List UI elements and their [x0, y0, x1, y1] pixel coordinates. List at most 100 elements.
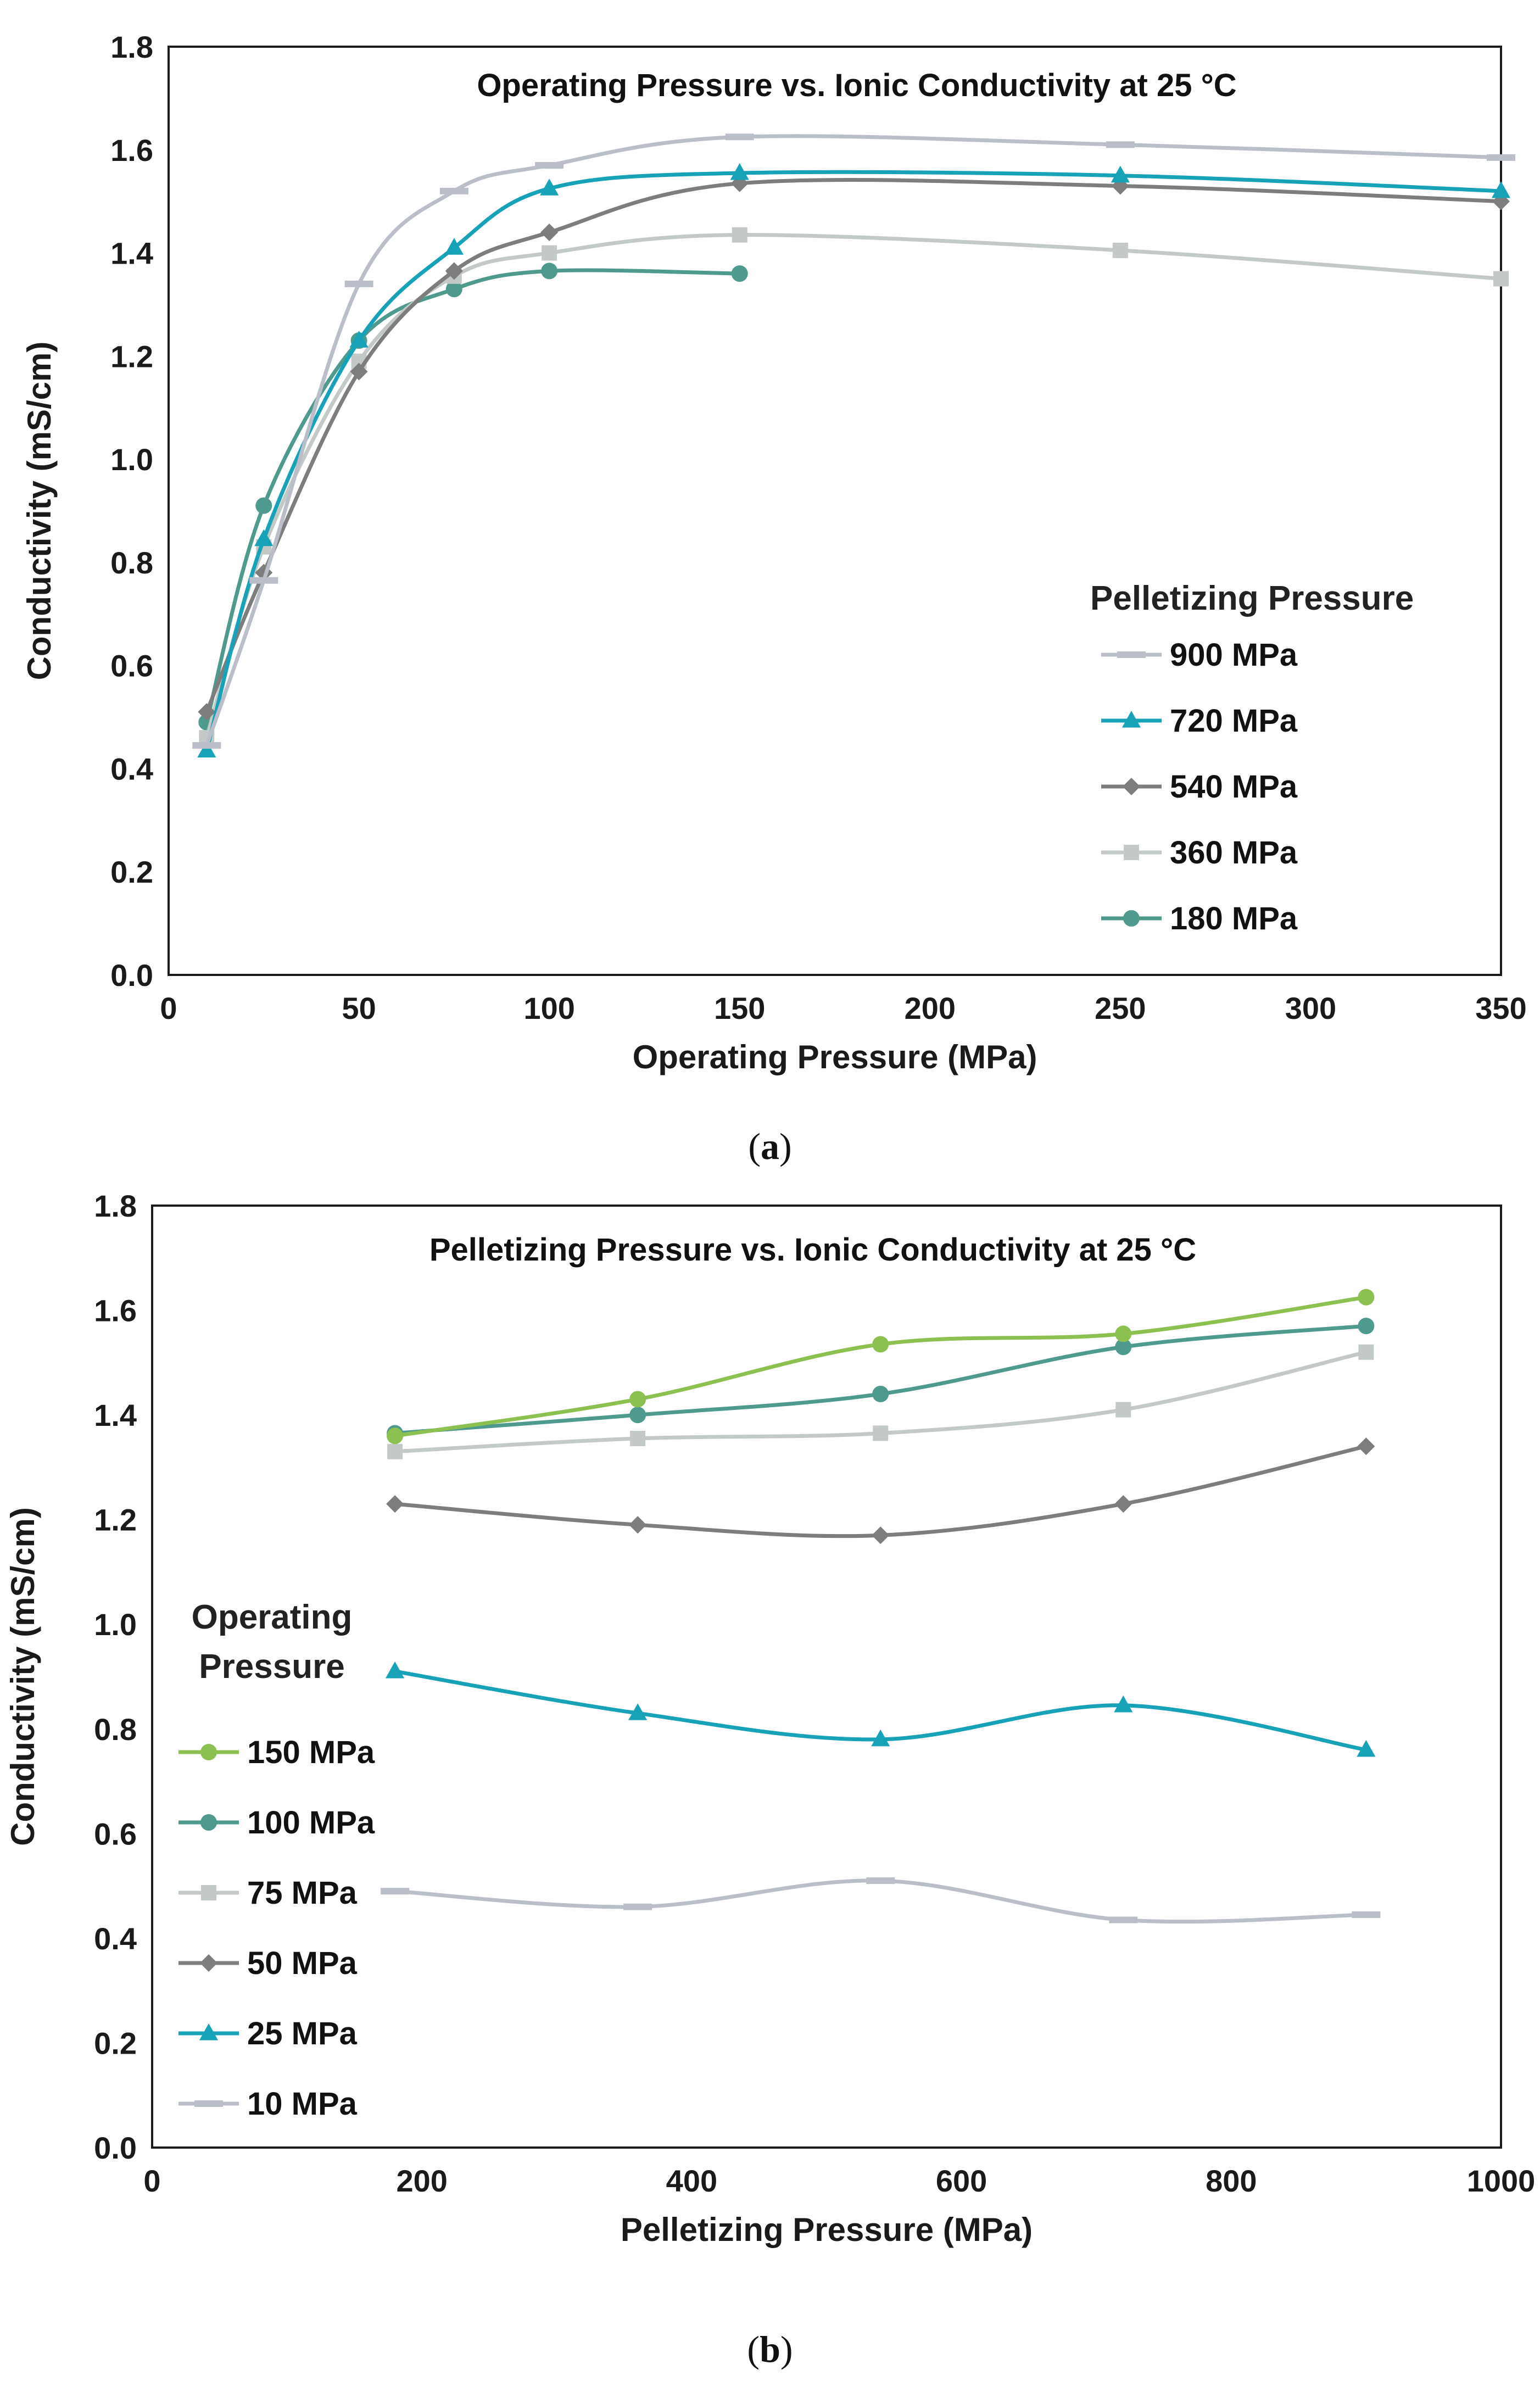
legend-item: 540 MPa	[1101, 769, 1298, 805]
data-point	[350, 363, 368, 381]
data-point	[873, 1425, 889, 1441]
x-tick-label: 300	[1285, 991, 1336, 1025]
data-point	[540, 224, 559, 241]
legend-label: 360 MPa	[1170, 835, 1298, 871]
legend-label: 900 MPa	[1170, 637, 1298, 673]
data-point	[540, 179, 559, 196]
data-point	[872, 1336, 889, 1353]
data-point	[1357, 1437, 1375, 1456]
x-tick-label: 100	[523, 991, 574, 1025]
x-tick-label: 0	[143, 2163, 160, 2198]
legend-item: 360 MPa	[1101, 835, 1298, 871]
data-point	[344, 280, 373, 287]
data-point	[1358, 1289, 1375, 1306]
legend-label: 10 MPa	[247, 2086, 358, 2122]
chart-panel-b: 0.0 0.2 0.4 0.6 0.8 1.0 1.2 1.4 1.6 1.8 0 200 400 600…	[4, 1189, 1535, 2370]
data-point	[732, 227, 747, 243]
data-point	[255, 497, 272, 514]
data-point	[1357, 1739, 1376, 1757]
data-point	[623, 1903, 652, 1910]
x-tick-label: 1000	[1467, 2163, 1536, 2198]
legend-item: 900 MPa	[1101, 637, 1298, 673]
data-point	[730, 163, 749, 180]
plot-area	[151, 1205, 1502, 2149]
series-150-mpa	[387, 1289, 1375, 1445]
data-point	[198, 703, 216, 721]
data-point	[249, 577, 278, 584]
legend-swatch-marker	[1123, 910, 1140, 927]
legend-label: 50 MPa	[247, 1945, 358, 1981]
legend-swatch-marker	[201, 1885, 216, 1900]
y-tick-label: 0.4	[94, 1921, 137, 1956]
data-point	[1111, 165, 1130, 183]
data-point	[629, 1516, 647, 1534]
y-tick-label: 0.6	[110, 649, 153, 683]
legend-swatch-marker	[194, 2100, 223, 2107]
data-point	[1115, 1402, 1131, 1418]
legend-swatch-marker	[200, 1814, 217, 1831]
y-axis-title: Conductivity (mS/cm)	[4, 1507, 41, 1846]
x-tick-label: 200	[905, 991, 956, 1025]
data-point	[192, 742, 221, 749]
data-point	[1115, 1325, 1132, 1342]
data-point	[542, 245, 557, 261]
legend-label: 100 MPa	[247, 1805, 375, 1841]
data-point	[629, 1391, 646, 1408]
data-point	[871, 1729, 890, 1747]
plot-area	[168, 46, 1502, 976]
legend-label: 150 MPa	[247, 1735, 375, 1770]
data-point	[1114, 1495, 1132, 1513]
y-tick-label: 0.8	[94, 1712, 137, 1747]
y-tick-label: 0.2	[94, 2026, 137, 2060]
legend: Operating Pressure 150 MPa 100 MPa 75 MPa 50 …	[178, 1598, 375, 2122]
data-point	[541, 263, 558, 280]
y-tick-label: 0.0	[94, 2131, 137, 2165]
data-point	[630, 1430, 646, 1446]
data-point	[1114, 1695, 1133, 1713]
chart-title: Operating Pressure vs. Ionic Conductivit…	[477, 68, 1236, 103]
legend: Pelletizing Pressure 900 MPa 720 MPa 540 MP…	[1090, 579, 1414, 936]
data-point	[197, 740, 216, 758]
legend-item: 75 MPa	[178, 1875, 358, 1911]
legend-item: 100 MPa	[178, 1805, 375, 1841]
chart-title: Pelletizing Pressure vs. Ionic Conductiv…	[429, 1232, 1196, 1268]
y-tick-label: 1.6	[110, 133, 153, 168]
legend-swatch-marker	[1117, 651, 1146, 658]
y-tick-label: 1.0	[94, 1607, 137, 1642]
data-point	[872, 1526, 890, 1544]
data-point	[1491, 181, 1511, 198]
x-tick-label: 400	[666, 2163, 717, 2198]
data-point	[387, 1443, 403, 1459]
legend-title: Pressure	[199, 1648, 344, 1686]
legend-swatch-marker	[200, 1744, 217, 1760]
y-tick-label: 1.2	[110, 339, 153, 373]
data-point	[445, 281, 462, 298]
legend-swatch-marker	[1123, 778, 1140, 795]
y-axis-title: Conductivity (mS/cm)	[21, 342, 58, 681]
legend-swatch-marker	[1124, 845, 1139, 860]
x-tick-label: 250	[1095, 991, 1146, 1025]
data-point	[866, 1877, 895, 1884]
series-720-mpa	[197, 163, 1511, 758]
y-tick-label: 1.0	[110, 442, 153, 477]
y-tick-label: 0.2	[110, 855, 153, 889]
panel-caption-letter: b	[760, 2328, 780, 2370]
data-point	[1487, 154, 1515, 161]
x-tick-label: 0	[160, 991, 177, 1025]
legend-swatch-marker	[200, 1954, 217, 1972]
data-point	[445, 262, 463, 280]
data-point	[1106, 141, 1135, 148]
series-50-mpa	[386, 1437, 1375, 1544]
legend-item: 180 MPa	[1101, 901, 1298, 936]
panel-caption-letter: a	[761, 1125, 779, 1167]
legend-label: 180 MPa	[1170, 901, 1298, 936]
data-point	[872, 1386, 889, 1402]
data-point	[1358, 1318, 1375, 1335]
data-point	[254, 529, 274, 547]
data-point	[1493, 271, 1509, 287]
data-point	[535, 161, 564, 169]
legend-swatch-marker	[1121, 711, 1141, 728]
y-tick-label: 0.4	[110, 751, 153, 786]
x-tick-label: 50	[342, 991, 376, 1025]
panel-caption: (b)	[747, 2328, 793, 2370]
